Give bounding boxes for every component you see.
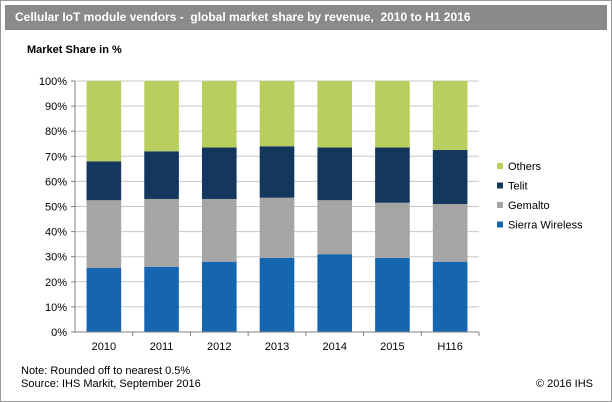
y-tick-label: 50%	[45, 202, 67, 214]
y-tick-label: 70%	[45, 151, 67, 163]
legend-label: Telit	[508, 181, 528, 193]
bar-segment-gemalto	[86, 200, 122, 268]
y-tick-label: 0%	[51, 327, 67, 339]
bar-segment-sierra-wireless	[432, 261, 468, 332]
bar-segment-others	[201, 81, 237, 148]
y-tick-label: 60%	[45, 176, 67, 188]
bar-segment-telit	[201, 147, 237, 199]
bar-segment-others	[432, 81, 468, 151]
x-tick-label: H116	[437, 341, 462, 353]
legend-swatch	[497, 221, 503, 228]
bar-segment-sierra-wireless	[201, 261, 237, 332]
x-tick-label: 2013	[265, 341, 289, 353]
bar-segment-telit	[317, 147, 353, 201]
x-tick-label: 2012	[207, 341, 231, 353]
bar-segment-sierra-wireless	[86, 267, 122, 332]
bar-segment-others	[144, 81, 179, 152]
x-tick-label: 2010	[92, 341, 116, 353]
legend-label: Gemalto	[508, 200, 550, 212]
x-tick-label: 2015	[380, 341, 404, 353]
legend-swatch	[497, 202, 503, 208]
bar-segment-others	[375, 81, 410, 148]
bar-segment-telit	[144, 151, 179, 199]
y-tick-label: 10%	[45, 302, 67, 314]
bar-segment-gemalto	[144, 198, 179, 267]
legend: Others Telit Gemalto Sierra Wireless	[497, 161, 583, 232]
bar-segment-gemalto	[432, 203, 468, 262]
bar-segment-gemalto	[375, 202, 410, 258]
bar-segment-gemalto	[201, 198, 237, 262]
bar-segment-telit	[432, 150, 468, 204]
y-tick-label: 30%	[45, 252, 67, 264]
footnote-rounding: Note: Rounded off to nearest 0.5%	[21, 365, 191, 377]
bar-segment-sierra-wireless	[144, 266, 179, 332]
bar-segment-others	[317, 81, 353, 148]
chart-title: Cellular IoT module vendors - global mar…	[15, 10, 471, 24]
bars	[86, 81, 468, 332]
bar-segment-gemalto	[259, 197, 295, 258]
bar-segment-telit	[86, 161, 122, 201]
y-tick-label: 40%	[45, 227, 67, 239]
y-tick-label: 20%	[45, 277, 67, 289]
title-bar: Cellular IoT module vendors - global mar…	[5, 5, 607, 30]
y-axis-title: Market Share in %	[27, 44, 122, 56]
legend-label: Others	[508, 161, 542, 173]
legend-swatch	[497, 182, 503, 189]
bar-segment-gemalto	[317, 200, 353, 255]
bar-segment-telit	[375, 147, 410, 203]
bar-segment-sierra-wireless	[375, 257, 410, 332]
bar-segment-telit	[259, 146, 295, 198]
x-tick-label: 2011	[150, 341, 174, 353]
bar-segment-sierra-wireless	[259, 257, 295, 332]
y-tick-label: 100%	[39, 76, 67, 88]
y-tick-label: 90%	[45, 101, 67, 113]
footnote-source: Source: IHS Markit, September 2016	[21, 378, 201, 390]
bar-segment-others	[259, 81, 295, 147]
x-tick-label: 2014	[322, 341, 346, 353]
legend-label: Sierra Wireless	[508, 220, 583, 232]
axes: 0% 10% 20% 30% 40% 50% 60% 70% 80% 90% 100% 2010 201…	[39, 76, 480, 353]
legend-swatch	[497, 163, 503, 169]
bar-segment-sierra-wireless	[317, 254, 353, 332]
y-tick-label: 80%	[45, 126, 67, 138]
copyright-text: © 2016 IHS	[535, 378, 593, 390]
bar-segment-others	[86, 81, 122, 162]
